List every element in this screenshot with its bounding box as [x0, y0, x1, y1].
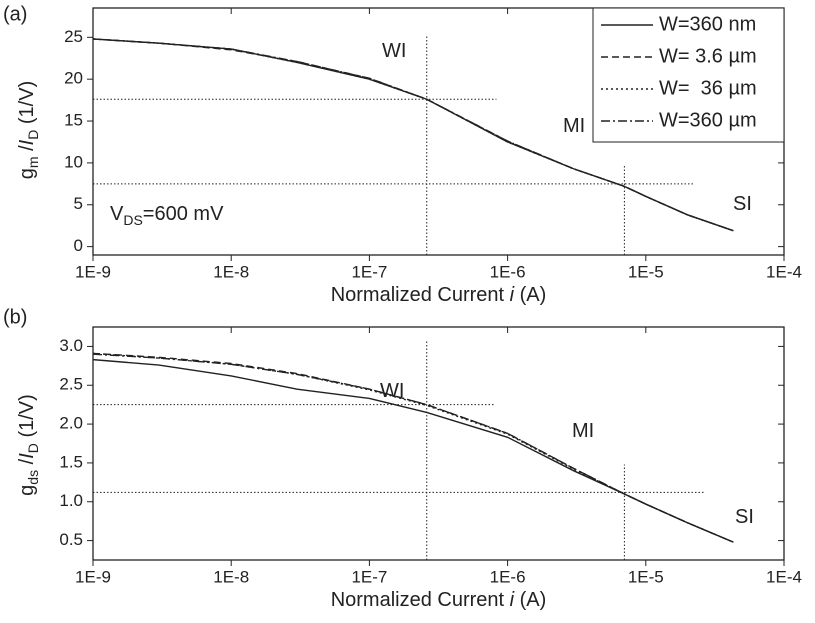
series-line: [92, 352, 734, 543]
x-axis-label: Normalized Current i (A): [331, 284, 547, 306]
y-axis-label-part: (1/V): [16, 394, 38, 443]
y-tick-label: 3.0: [59, 336, 83, 355]
series-line: [92, 352, 734, 543]
x-tick-label: 1E-5: [628, 262, 664, 281]
x-axis-label-part: (A): [514, 284, 546, 306]
legend-label: W= 3.6 µm: [659, 45, 757, 67]
annotation: WI: [382, 40, 406, 62]
legend-label: W= 36 µm: [659, 77, 757, 99]
annotation: MI: [572, 420, 594, 442]
panel-label: (a): [3, 3, 27, 25]
x-tick-label: 1E-8: [213, 567, 249, 586]
series-line: [92, 353, 734, 543]
annotation-part: MI: [572, 420, 594, 442]
x-tick-label: 1E-5: [628, 567, 664, 586]
legend-box: [592, 7, 785, 143]
y-tick-label: 25: [64, 27, 83, 46]
x-tick-label: 1E-6: [490, 567, 526, 586]
x-tick-label: 1E-9: [75, 567, 111, 586]
y-tick-label: 20: [64, 69, 83, 88]
x-tick-label: 1E-7: [351, 567, 387, 586]
panel-label: (b): [3, 306, 27, 328]
annotation-part: WI: [382, 40, 406, 62]
y-tick-label: 5: [74, 194, 83, 213]
y-axis-label-part: g: [16, 168, 38, 179]
annotation: MI: [563, 115, 585, 137]
x-tick-label: 1E-4: [766, 567, 802, 586]
y-tick-label: 0.5: [59, 530, 83, 549]
y-axis-label-part: ds: [25, 470, 41, 485]
x-tick-label: 1E-9: [75, 262, 111, 281]
annotation-part: SI: [733, 193, 752, 215]
y-tick-label: 1.5: [59, 452, 83, 471]
y-axis-label: gm /ID (1/V): [16, 81, 40, 180]
annotation-part: MI: [563, 115, 585, 137]
x-axis-label-part: Normalized Current: [331, 284, 510, 306]
y-tick-label: 0: [74, 236, 83, 255]
y-axis-label: gds /ID (1/V): [16, 394, 40, 496]
annotation-part: V: [110, 203, 124, 225]
x-axis-label-part: i: [510, 589, 515, 611]
legend-label: W=360 nm: [659, 13, 756, 35]
x-tick-label: 1E-4: [766, 262, 802, 281]
y-axis-label-part: (1/V): [16, 81, 38, 130]
y-tick-label: 15: [64, 111, 83, 130]
y-axis-label-part: m: [25, 156, 41, 168]
x-axis-label-part: (A): [514, 589, 546, 611]
annotation: SI: [733, 193, 752, 215]
y-axis-label-part: /: [16, 458, 38, 470]
y-axis-label-part: I: [16, 453, 38, 459]
y-axis-label-part: D: [25, 443, 41, 453]
y-tick-label: 1.0: [59, 491, 83, 510]
x-tick-label: 1E-7: [351, 262, 387, 281]
annotation: VDS=600 mV: [110, 203, 224, 227]
series-line: [92, 358, 734, 543]
y-tick-label: 2.5: [59, 375, 83, 394]
x-axis-label-part: Normalized Current: [331, 589, 510, 611]
annotation: SI: [735, 506, 754, 528]
y-axis-label-part: g: [16, 485, 38, 496]
y-axis-label-part: I: [16, 139, 38, 145]
x-tick-label: 1E-8: [213, 262, 249, 281]
y-tick-label: 2.0: [59, 414, 83, 433]
annotation: WI: [380, 380, 404, 402]
plot-frame: [92, 326, 785, 561]
series-line: [92, 38, 734, 232]
x-tick-label: 1E-6: [490, 262, 526, 281]
y-tick-label: 10: [64, 152, 83, 171]
x-axis-label-part: i: [510, 284, 515, 306]
x-axis-label: Normalized Current i (A): [331, 589, 547, 611]
y-axis-label-part: /: [16, 145, 38, 157]
y-axis-label-part: D: [25, 130, 41, 140]
annotation-part: SI: [735, 506, 754, 528]
annotation-part: WI: [380, 380, 404, 402]
annotation-part: DS: [123, 212, 142, 228]
annotation-part: =600 mV: [143, 203, 224, 225]
legend-label: W=360 µm: [659, 109, 757, 131]
